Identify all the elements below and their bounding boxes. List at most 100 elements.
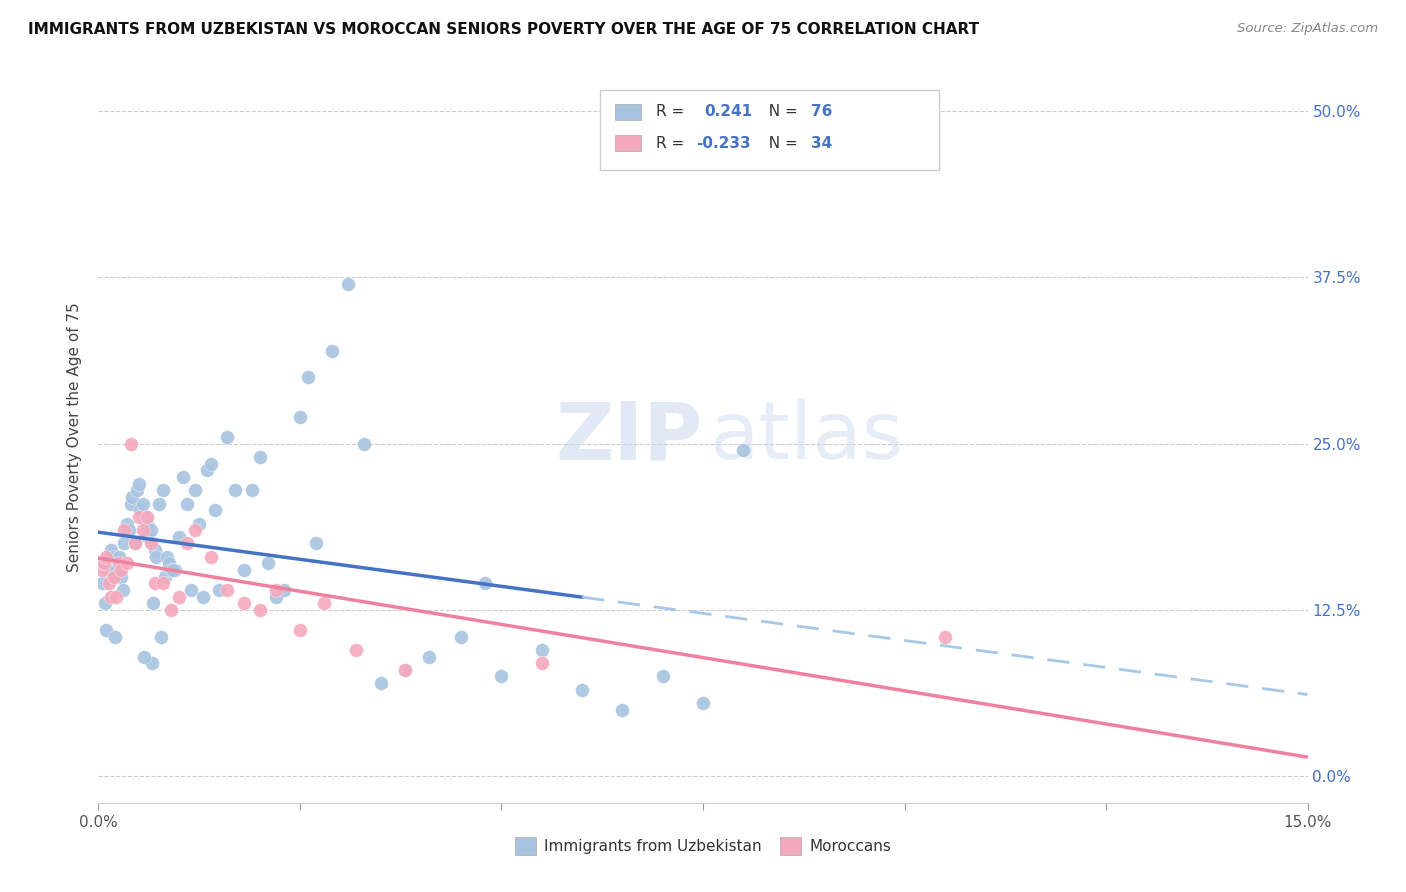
Point (418, 649, 440, 664)
Point (103, 570, 125, 584)
Point (934, 630, 956, 644)
Point (127, 483, 149, 498)
Point (394, 663, 416, 677)
Point (97, 576, 120, 591)
Point (297, 370, 319, 384)
Point (148, 497, 170, 511)
Point (200, 457, 222, 471)
Point (145, 549, 167, 564)
Point (120, 497, 142, 511)
Point (124, 536, 146, 550)
Point (134, 509, 156, 524)
Point (141, 656, 163, 670)
Point (132, 523, 155, 537)
Point (176, 497, 198, 511)
Point (121, 490, 143, 504)
Point (232, 596, 254, 610)
Point (692, 696, 714, 710)
Point (110, 563, 132, 577)
Point (264, 590, 287, 604)
Point (217, 430, 239, 444)
Point (152, 576, 174, 591)
Point (530, 643, 553, 657)
Point (733, 443, 755, 458)
Point (124, 536, 146, 550)
Point (353, 436, 375, 450)
Point (184, 483, 207, 498)
Legend: Immigrants from Uzbekistan, Moroccans: Immigrants from Uzbekistan, Moroccans (509, 831, 897, 861)
Point (195, 463, 218, 477)
Point (152, 483, 174, 498)
Point (96, 623, 118, 637)
Point (101, 549, 124, 564)
Point (450, 630, 472, 644)
Text: atlas: atlas (709, 398, 904, 476)
Point (224, 483, 246, 498)
Point (176, 536, 198, 550)
Point (184, 523, 207, 537)
Point (135, 516, 157, 531)
Point (240, 483, 263, 498)
Point (153, 570, 176, 584)
Point (160, 603, 183, 617)
Point (157, 557, 180, 571)
FancyBboxPatch shape (614, 135, 641, 151)
Point (162, 563, 184, 577)
Point (143, 543, 166, 558)
Point (150, 630, 173, 644)
Point (91, 576, 114, 591)
Point (172, 470, 194, 484)
Text: -0.233: -0.233 (696, 136, 751, 151)
Point (273, 582, 295, 597)
Text: ZIP: ZIP (555, 398, 703, 476)
Point (96, 549, 118, 564)
Point (107, 557, 129, 571)
Point (103, 630, 125, 644)
Text: 76: 76 (811, 104, 832, 120)
Point (134, 649, 156, 664)
Point (288, 410, 311, 425)
Point (370, 676, 392, 690)
Point (208, 582, 231, 597)
Point (314, 596, 336, 610)
Point (530, 656, 553, 670)
Text: 0.241: 0.241 (704, 104, 752, 120)
Point (474, 576, 496, 591)
Point (112, 523, 135, 537)
Point (200, 549, 222, 564)
Point (571, 682, 593, 697)
Point (167, 530, 190, 544)
Point (264, 582, 287, 597)
Point (394, 663, 416, 677)
Text: IMMIGRANTS FROM UZBEKISTAN VS MOROCCAN SENIORS POVERTY OVER THE AGE OF 75 CORREL: IMMIGRANTS FROM UZBEKISTAN VS MOROCCAN S… (28, 22, 979, 37)
FancyBboxPatch shape (600, 90, 939, 170)
Point (344, 643, 367, 657)
Point (612, 703, 634, 717)
Text: R =: R = (655, 136, 689, 151)
Point (160, 563, 183, 577)
Point (94, 596, 117, 610)
Point (139, 523, 162, 537)
Point (93, 557, 115, 571)
Point (337, 277, 360, 292)
Point (204, 503, 226, 517)
Point (288, 623, 311, 637)
Point (143, 576, 166, 591)
Point (193, 590, 215, 604)
Point (112, 536, 135, 550)
Point (249, 603, 271, 617)
Point (111, 582, 134, 597)
Point (135, 509, 157, 524)
FancyBboxPatch shape (614, 103, 641, 120)
Point (156, 549, 179, 564)
Point (249, 450, 271, 464)
Point (128, 476, 150, 491)
Point (120, 436, 142, 450)
Point (217, 582, 239, 597)
Point (232, 563, 254, 577)
Point (180, 582, 202, 597)
Point (651, 669, 673, 683)
Point (491, 669, 513, 683)
Point (128, 509, 150, 524)
Point (105, 590, 128, 604)
